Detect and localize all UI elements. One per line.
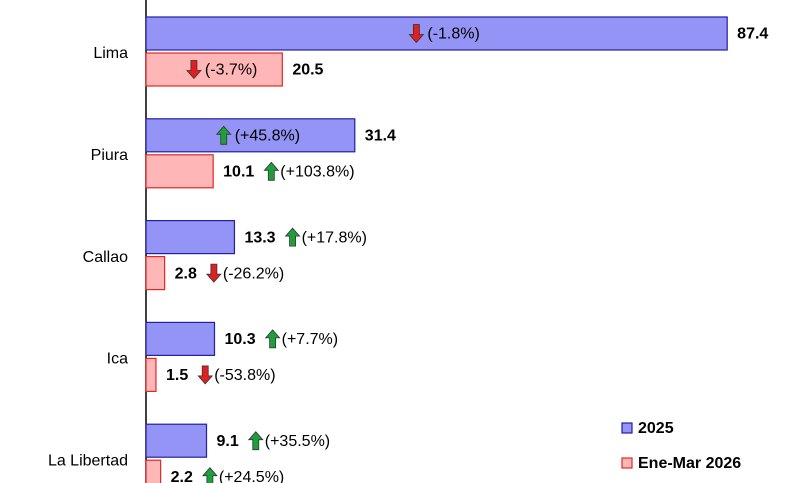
bar (145, 321, 216, 356)
bar (145, 423, 208, 458)
change-label: (-3.7%) (205, 62, 257, 79)
up-arrow (215, 125, 232, 145)
value-label: 2.2 (171, 469, 193, 483)
value-label: 10.3 (224, 331, 255, 348)
value-label: 13.3 (244, 229, 275, 246)
change-label: (-53.8%) (214, 367, 275, 384)
value-label: 87.4 (737, 26, 768, 43)
change-label: (+24.5%) (219, 469, 284, 483)
y-tick-label: Ica (107, 351, 128, 368)
y-tick-label: La Libertad (48, 452, 128, 469)
up-arrow (264, 329, 281, 349)
y-tick-label: Piura (91, 147, 128, 164)
legend-label: Ene-Mar 2026 (638, 455, 741, 472)
change-label: (+7.7%) (282, 331, 338, 348)
value-label: 10.1 (223, 164, 254, 181)
down-arrow (186, 60, 202, 80)
bar (145, 256, 166, 291)
change-label: (+17.8%) (302, 229, 367, 246)
legend-label: 2025 (638, 420, 674, 437)
value-label: 20.5 (292, 62, 323, 79)
bar (145, 220, 236, 255)
down-arrow (205, 263, 222, 283)
legend-swatch (621, 457, 633, 469)
change-label: (-26.2%) (223, 265, 284, 282)
y-tick-label: Lima (93, 45, 128, 62)
bar (145, 459, 162, 483)
value-label: 1.5 (166, 367, 188, 384)
legend-swatch (621, 422, 633, 434)
down-arrow (197, 365, 214, 385)
up-arrow (201, 467, 218, 483)
change-label: (+45.8%) (235, 128, 300, 145)
bar (145, 154, 214, 189)
up-arrow (263, 161, 280, 181)
down-arrow (408, 24, 425, 44)
bar (145, 118, 356, 153)
up-arrow (247, 431, 264, 451)
bar (145, 52, 283, 87)
bar (145, 357, 157, 392)
bar (145, 16, 728, 51)
y-tick-label: Callao (83, 249, 128, 266)
up-arrow (284, 227, 301, 247)
value-label: 2.8 (175, 265, 197, 282)
value-label: 31.4 (365, 128, 396, 145)
change-label: (+103.8%) (280, 164, 354, 181)
value-label: 9.1 (217, 433, 239, 450)
change-label: (+35.5%) (265, 433, 330, 450)
change-label: (-1.8%) (427, 26, 479, 43)
